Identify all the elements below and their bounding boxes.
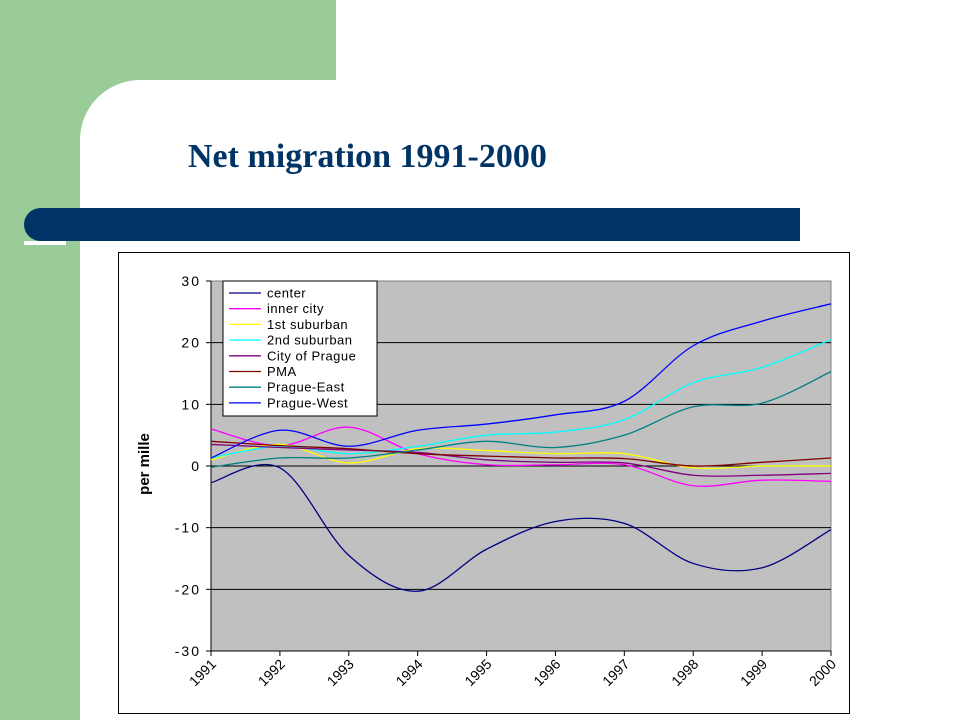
legend-label-prague-west: Prague-West [267, 395, 348, 410]
series-line-inner-city [210, 426, 832, 487]
x-tick-label: 1998 [668, 656, 701, 689]
legend-label-1st-suburban: 1st suburban [267, 317, 348, 332]
title-bar-notch [24, 241, 66, 245]
slide-title: Net migration 1991-2000 [188, 138, 547, 175]
series-line-prague-west [210, 303, 832, 459]
series-lines [210, 303, 832, 592]
x-tick-label: 2000 [806, 656, 839, 689]
chart-frame: 30 20 10 0 -10 -20 -30 1991 1992 1993 1994 1995 199… [118, 252, 850, 714]
x-tick-label: 1999 [737, 656, 770, 689]
y-tick-label: -30 [175, 643, 201, 659]
series-line-1st-suburban [210, 443, 832, 470]
x-tick-label: 1994 [392, 656, 425, 689]
legend-label-2nd-suburban: 2nd suburban [267, 333, 353, 348]
series-line-pma [210, 440, 832, 467]
y-tick-label: 20 [181, 335, 201, 351]
legend-box [222, 280, 378, 417]
x-tick-label: 1996 [530, 656, 563, 689]
y-tick-label: 10 [181, 396, 201, 412]
legend-label-inner-city: inner city [267, 301, 324, 316]
legend-label-prague-east: Prague-East [267, 380, 345, 395]
y-tick-label: -20 [175, 581, 201, 597]
decorative-green-strip [0, 80, 80, 720]
legend-label-city-of-prague: City of Prague [267, 348, 356, 363]
x-tick-label: 1997 [599, 656, 632, 689]
series-line-city-of-prague [210, 443, 832, 477]
y-tick-label: 30 [181, 273, 201, 289]
x-tick-label: 1995 [461, 656, 494, 689]
y-tick-label: -10 [175, 520, 201, 536]
series-line-prague-east [210, 371, 832, 468]
series-line-2nd-suburban [210, 338, 832, 459]
y-tick-label: 0 [191, 458, 201, 474]
x-tick-label: 1993 [324, 656, 357, 689]
y-axis-label: per mille [136, 433, 153, 495]
legend-label-center: center [267, 286, 306, 301]
x-tick-labels: 1991 1992 1993 1994 1995 1996 1997 1998 1999 2000 [186, 651, 839, 689]
x-tick-label: 1992 [255, 656, 288, 689]
title-underline-bar [24, 208, 800, 241]
series-line-center [210, 463, 832, 592]
x-tick-label: 1991 [186, 656, 219, 689]
legend-label-pma: PMA [267, 364, 297, 379]
y-tick-labels: 30 20 10 0 -10 -20 -30 [175, 273, 211, 659]
